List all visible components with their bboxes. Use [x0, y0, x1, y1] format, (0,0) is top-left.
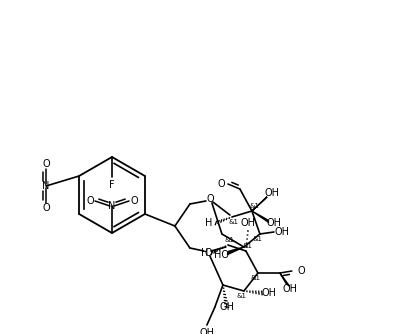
Text: O: O — [86, 196, 94, 206]
Text: OH: OH — [266, 218, 281, 228]
Polygon shape — [227, 247, 244, 255]
Text: O: O — [297, 266, 305, 276]
Text: &1: &1 — [251, 275, 261, 281]
Text: &1: &1 — [250, 203, 260, 209]
Text: &1: &1 — [237, 293, 247, 299]
Text: &1: &1 — [225, 237, 235, 243]
Text: O: O — [130, 196, 138, 206]
Text: &1: &1 — [253, 236, 263, 242]
Text: OH: OH — [199, 328, 214, 334]
Text: H: H — [200, 248, 208, 258]
Polygon shape — [252, 197, 267, 211]
Text: H: H — [204, 218, 212, 228]
Text: OH: OH — [264, 188, 279, 198]
Text: HO: HO — [214, 250, 229, 260]
Text: OH: OH — [220, 302, 234, 312]
Text: &1: &1 — [229, 219, 239, 225]
Text: O: O — [217, 179, 225, 189]
Text: O: O — [42, 203, 50, 213]
Text: &1: &1 — [243, 243, 253, 249]
Text: O: O — [206, 194, 214, 204]
Text: N: N — [42, 181, 50, 191]
Text: N: N — [108, 201, 116, 211]
Text: OH: OH — [274, 227, 289, 237]
Text: OH: OH — [282, 284, 297, 294]
Text: O: O — [42, 159, 50, 169]
Text: OH: OH — [241, 218, 255, 228]
Text: O: O — [204, 248, 212, 258]
Polygon shape — [252, 211, 269, 222]
Text: OH: OH — [261, 288, 276, 298]
Polygon shape — [280, 273, 289, 286]
Text: F: F — [109, 180, 115, 190]
